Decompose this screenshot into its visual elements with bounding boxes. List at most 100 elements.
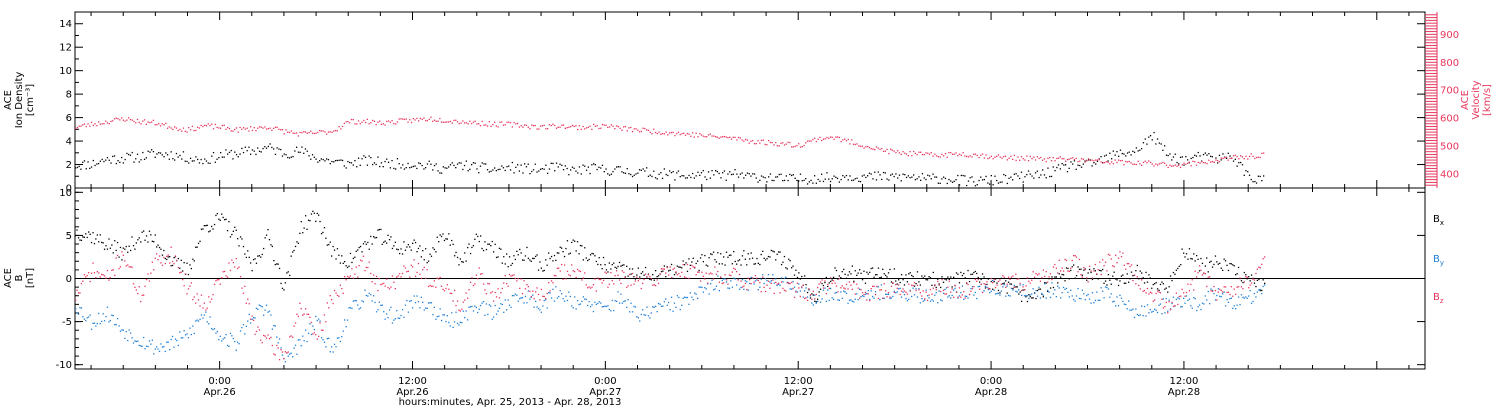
bz-point xyxy=(882,297,884,299)
by-point xyxy=(1052,293,1055,295)
ion-density-point xyxy=(985,175,987,178)
velocity-point xyxy=(1165,164,1168,166)
bz-point xyxy=(513,274,515,276)
velocity-point xyxy=(898,152,901,154)
velocity-point xyxy=(1020,156,1023,158)
by-point xyxy=(947,296,949,298)
velocity-point xyxy=(1151,163,1153,165)
by-point xyxy=(585,298,587,301)
bx-point xyxy=(701,254,703,256)
bx-point xyxy=(779,251,781,253)
by-point xyxy=(229,332,232,335)
by-point xyxy=(373,295,375,297)
velocity-point xyxy=(265,128,268,130)
bx-point xyxy=(280,282,282,285)
by-point xyxy=(190,333,192,336)
velocity-point xyxy=(649,131,651,133)
ion-density-point xyxy=(607,173,609,175)
bz-point xyxy=(377,289,379,292)
velocity-point xyxy=(1017,156,1019,158)
bz-point xyxy=(102,274,104,276)
by-point xyxy=(422,301,424,303)
ion-density-point xyxy=(882,171,885,174)
ion-density-point xyxy=(1066,171,1069,173)
velocity-point xyxy=(479,125,482,127)
ion-density-point xyxy=(207,162,209,164)
by-point xyxy=(675,306,677,308)
bz-point xyxy=(1096,273,1098,275)
velocity-point xyxy=(1195,164,1198,166)
velocity-point xyxy=(614,128,616,130)
ion-density-point xyxy=(1091,165,1093,167)
by-point xyxy=(598,301,600,303)
velocity-point xyxy=(405,118,407,120)
velocity-point xyxy=(82,124,84,126)
ion-density-point xyxy=(971,176,973,178)
by-point xyxy=(1248,295,1250,297)
bx-point xyxy=(699,257,702,259)
bx-point xyxy=(435,251,437,253)
bx-point xyxy=(1167,291,1169,293)
bz-point xyxy=(717,270,719,273)
by-point xyxy=(202,317,204,319)
by-point xyxy=(121,329,123,331)
bz-point xyxy=(106,269,109,272)
by-point xyxy=(896,291,898,293)
bx-point xyxy=(873,276,875,278)
bz-point xyxy=(430,285,433,287)
bz-point xyxy=(1256,268,1258,270)
ion-density-point xyxy=(265,147,268,149)
ion-density-point xyxy=(527,163,529,165)
velocity-point xyxy=(465,122,467,124)
bz-point xyxy=(135,289,137,291)
by-point xyxy=(877,286,880,288)
bx-point xyxy=(1064,280,1066,282)
velocity-point xyxy=(1247,158,1249,160)
ion-density-point xyxy=(499,168,501,170)
bx-point xyxy=(1191,258,1193,260)
by-point xyxy=(779,284,781,286)
bz-point xyxy=(636,276,638,278)
bx-point xyxy=(736,263,738,265)
velocity-point xyxy=(607,126,609,128)
velocity-point xyxy=(780,142,782,144)
velocity-point xyxy=(992,158,994,160)
velocity-point xyxy=(218,127,220,129)
velocity-point xyxy=(1236,155,1238,158)
bz-point xyxy=(549,290,551,292)
bx-point xyxy=(186,262,188,264)
bx-point xyxy=(156,246,158,248)
ion-density-point xyxy=(421,164,423,167)
bz-point xyxy=(704,278,706,280)
bx-point xyxy=(738,259,741,261)
ion-density-point xyxy=(230,149,232,152)
by-point xyxy=(863,295,865,298)
by-point xyxy=(994,293,997,295)
bx-point xyxy=(446,238,448,240)
ion-density-point xyxy=(509,169,512,171)
bx-point xyxy=(932,271,934,274)
velocity-point xyxy=(1052,157,1054,159)
by-point xyxy=(277,342,279,344)
bx-point xyxy=(630,273,632,275)
bz-point xyxy=(174,255,177,257)
bx-point xyxy=(728,254,731,256)
velocity-point xyxy=(446,121,448,123)
bx-point xyxy=(960,271,962,274)
velocity-point xyxy=(646,129,648,131)
by-point xyxy=(626,306,628,308)
by-point xyxy=(785,276,787,278)
bx-point xyxy=(419,245,421,247)
bz-point xyxy=(82,280,84,282)
velocity-point xyxy=(197,126,199,128)
bx-point xyxy=(381,243,383,245)
bx-point xyxy=(569,252,571,254)
bz-point xyxy=(1197,272,1199,274)
bx-point xyxy=(872,267,874,269)
velocity-point xyxy=(490,125,492,127)
bz-point xyxy=(1112,265,1114,267)
bz-point xyxy=(79,292,81,294)
by-point xyxy=(380,304,382,306)
bx-point xyxy=(521,259,524,261)
bz-point xyxy=(941,279,943,281)
